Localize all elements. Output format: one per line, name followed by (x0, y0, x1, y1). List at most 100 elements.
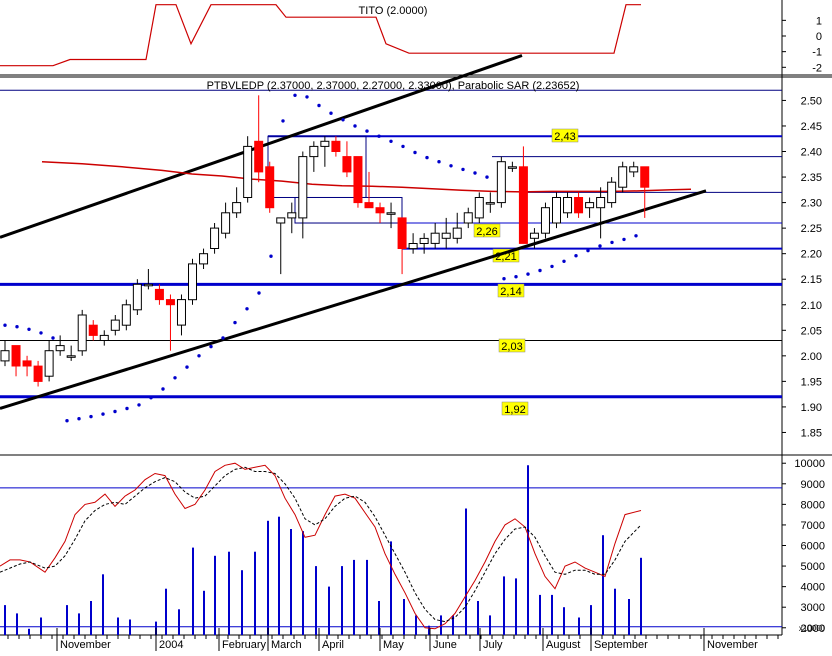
candle-body (408, 243, 418, 250)
parabolic-sar-point (3, 323, 7, 327)
parabolic-sar-point (257, 291, 261, 295)
price-y-tick-label: 2.50 (801, 95, 822, 107)
parabolic-sar-point (538, 268, 542, 273)
candle-body (574, 197, 584, 214)
candle-body (618, 166, 628, 188)
parabolic-sar-point (233, 320, 237, 325)
tito-line (0, 4, 641, 67)
candle-body (507, 166, 517, 169)
parabolic-sar-point (413, 150, 417, 155)
parabolic-sar-point (39, 331, 43, 335)
candle-body (243, 145, 253, 198)
candle-body (276, 217, 286, 224)
parabolic-sar-point (598, 244, 602, 248)
tito-panel (0, 4, 641, 67)
parabolic-sar-point (51, 336, 55, 340)
parabolic-sar-point (221, 336, 225, 340)
oscillator-line (0, 462, 642, 630)
candle-body (99, 334, 109, 341)
candle-body (33, 365, 43, 382)
price-y-tick-label: 2.40 (801, 147, 822, 159)
candle-body (221, 212, 231, 234)
parabolic-sar-point (622, 237, 626, 242)
candle-body (132, 283, 142, 311)
tito-y-tick-label: -1 (812, 47, 822, 59)
price-y-tick-label: 2.15 (801, 274, 822, 286)
candle-body (254, 140, 264, 173)
parabolic-sar-point (341, 118, 345, 122)
parabolic-sar-point (125, 406, 129, 411)
candle-body (265, 166, 275, 209)
parabolic-sar-point (574, 254, 578, 258)
price-title: PTBVLEDP (2.37000, 2.37000, 2.27000, 2.3… (207, 80, 580, 92)
candle-body (55, 345, 65, 352)
level-label: 2,03 (501, 341, 522, 353)
candle-body (353, 156, 363, 204)
level-label: 2,26 (476, 226, 497, 238)
candle-body (143, 283, 153, 287)
candle-body (463, 212, 473, 224)
candle-body (419, 237, 429, 244)
level-label-box (501, 401, 529, 416)
parabolic-sar-point (245, 307, 249, 311)
candle-body (188, 263, 198, 301)
candle-body (210, 227, 220, 250)
parabolic-sar-point (562, 259, 566, 263)
candle-body (629, 166, 639, 173)
candle-body (0, 350, 10, 362)
candle-body (110, 319, 120, 331)
level-label: 2,43 (554, 131, 575, 143)
candle-body (287, 212, 297, 219)
price-y-tick-label: 1.90 (801, 402, 822, 414)
panel-frames (0, 0, 832, 636)
volume-y-tick-label: 5000 (801, 561, 825, 573)
parabolic-sar-point (269, 254, 273, 258)
parabolic-sar-point (389, 139, 393, 143)
volume-y-tick-label: 7000 (801, 520, 825, 532)
parabolic-sar-point (27, 327, 31, 331)
level-label-box (473, 223, 501, 238)
candle-body (529, 232, 539, 239)
price-y-tick-label: 2.35 (801, 172, 822, 184)
candle-body (309, 145, 319, 158)
x-axis-month-label: November (707, 639, 758, 651)
parabolic-sar-point (586, 248, 590, 253)
volume-y-tick-label: 6000 (801, 541, 825, 553)
x-axis-month-label: June (433, 639, 457, 651)
tito-title: TITO (2.0000) (359, 5, 428, 17)
parabolic-sar-point (461, 167, 465, 172)
candle-body (176, 299, 186, 326)
price-y-tick-label: 2.30 (801, 198, 822, 210)
range-box (294, 196, 403, 224)
parabolic-sar-point (65, 419, 69, 423)
level-label-box (497, 283, 525, 298)
volume-y-tick-label: 2000 (801, 623, 825, 635)
tito-y-tick-label: 0 (816, 31, 822, 43)
parabolic-sar-point (502, 277, 506, 281)
candle-body (342, 156, 352, 173)
candle-body (640, 166, 650, 188)
candle-body (44, 350, 54, 377)
parabolic-sar-point (173, 376, 177, 380)
x-axis: November 2004 February March April May June Jul… (7, 628, 779, 651)
level-label-box (551, 128, 579, 143)
candle-body (165, 299, 175, 306)
x-axis-month-label: August (546, 639, 580, 651)
parabolic-sar-point (401, 144, 405, 149)
x-axis-month-label: April (322, 639, 344, 651)
parabolic-sar-point (15, 325, 19, 329)
x-axis-month-label: November (60, 639, 111, 651)
moving-average-line (41, 160, 692, 193)
parabolic-sar-point (305, 95, 309, 99)
x-axis-month-label: 2004 (159, 639, 183, 651)
x-axis-month-label: September (594, 639, 648, 651)
parabolic-sar-point (437, 160, 441, 164)
parabolic-sar-point (281, 119, 285, 123)
x-axis-month-label: February (222, 639, 267, 651)
parabolic-sar-point (485, 175, 489, 179)
candle-body (397, 217, 407, 249)
parabolic-sar-point (113, 409, 117, 414)
